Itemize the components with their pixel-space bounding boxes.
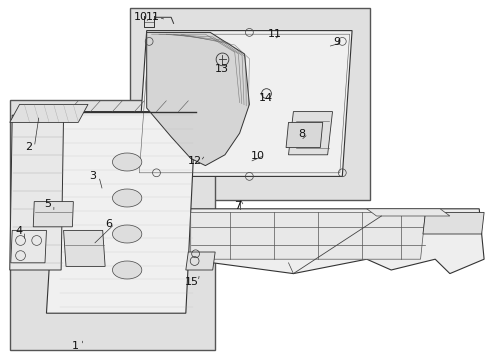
Text: 10: 10	[251, 150, 264, 161]
Polygon shape	[33, 202, 73, 227]
Text: 4: 4	[15, 226, 22, 236]
Polygon shape	[285, 122, 322, 148]
Text: 3: 3	[89, 171, 96, 181]
Text: 15: 15	[185, 276, 199, 287]
Polygon shape	[11, 230, 46, 263]
Ellipse shape	[112, 189, 142, 207]
Polygon shape	[146, 32, 249, 166]
Text: 9: 9	[332, 37, 339, 48]
Polygon shape	[366, 209, 449, 216]
Text: 10: 10	[134, 12, 147, 22]
Polygon shape	[137, 31, 351, 176]
Polygon shape	[185, 209, 483, 274]
Text: 5: 5	[44, 199, 51, 210]
Text: 14: 14	[258, 93, 272, 103]
Ellipse shape	[112, 261, 142, 279]
Ellipse shape	[112, 153, 142, 171]
Text: 7: 7	[234, 201, 241, 211]
Text: 11: 11	[145, 12, 159, 22]
Text: 11: 11	[268, 29, 282, 39]
Polygon shape	[185, 252, 215, 270]
Bar	[10, 100, 215, 350]
Text: 6: 6	[105, 219, 112, 229]
Polygon shape	[288, 112, 332, 155]
Polygon shape	[63, 230, 105, 266]
Text: 8: 8	[298, 129, 305, 139]
Bar	[130, 8, 369, 200]
Text: 1: 1	[72, 341, 79, 351]
Polygon shape	[10, 115, 63, 270]
Polygon shape	[46, 112, 195, 313]
Polygon shape	[190, 212, 425, 259]
Text: 2: 2	[25, 142, 32, 152]
Ellipse shape	[112, 225, 142, 243]
Text: 12: 12	[187, 156, 201, 166]
Polygon shape	[10, 104, 88, 122]
Text: 13: 13	[214, 64, 228, 74]
Polygon shape	[422, 212, 483, 234]
